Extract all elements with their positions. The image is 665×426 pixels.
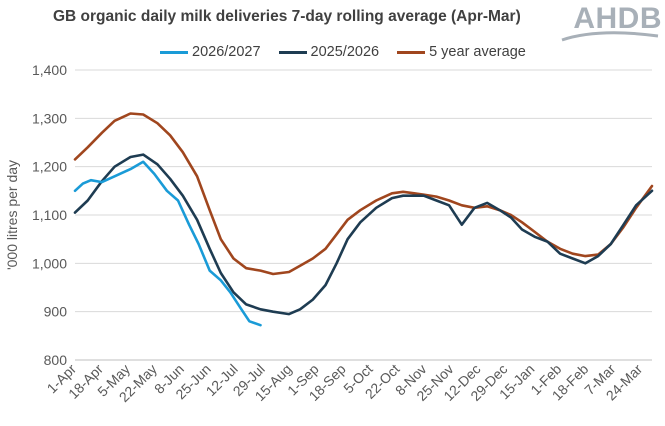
chart-title: GB organic daily milk deliveries 7-day r…: [53, 8, 521, 25]
y-tick-label: 1,400: [32, 62, 67, 78]
legend-item: 2025/2026: [278, 44, 380, 60]
legend-label: 5 year average: [429, 44, 526, 60]
y-tick-label: 1,300: [32, 110, 67, 126]
chart-legend: 2026/2027 2025/2026 5 year average: [160, 44, 526, 60]
ahdb-logo: AHDB: [558, 2, 662, 44]
legend-swatch: [160, 50, 188, 54]
legend-item: 5 year average: [397, 44, 526, 60]
legend-swatch: [278, 50, 307, 54]
logo-text: AHDB: [573, 2, 662, 35]
y-tick-label: 800: [44, 352, 68, 368]
series-line-0: [73, 160, 262, 327]
legend-label: 2026/2027: [192, 44, 261, 60]
logo-swoosh-icon: [561, 31, 659, 42]
y-tick-label: 1,100: [32, 207, 67, 223]
legend-label: 2025/2026: [310, 44, 380, 60]
y-tick-label: 1,000: [32, 255, 67, 271]
y-tick-label: 900: [44, 304, 68, 320]
legend-item: 2026/2027: [160, 44, 261, 60]
series-line-2: [73, 112, 654, 276]
series-line-1: [73, 153, 654, 316]
legend-swatch: [397, 50, 426, 54]
y-axis-label: '000 litres per day: [4, 160, 20, 270]
y-tick-label: 1,200: [32, 159, 67, 175]
